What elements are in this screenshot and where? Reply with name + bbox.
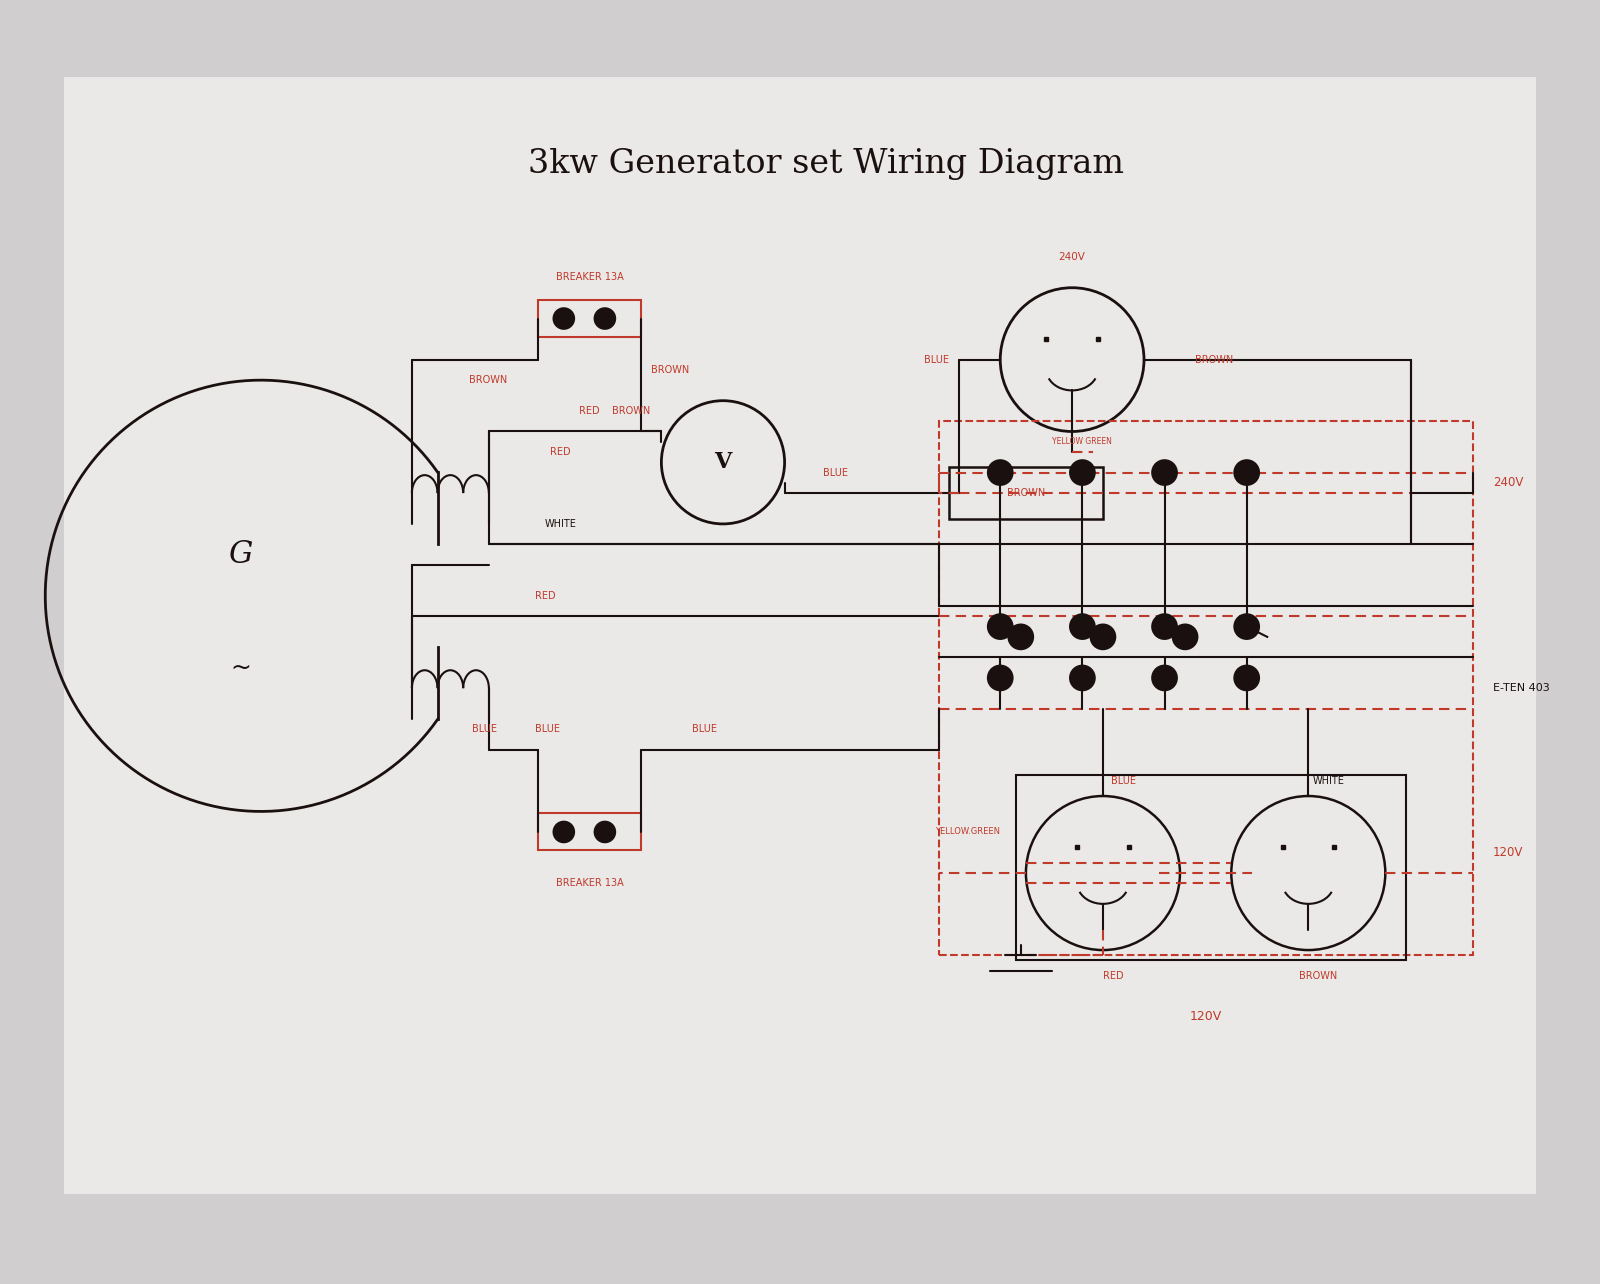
- Text: BREAKER 13A: BREAKER 13A: [555, 878, 624, 889]
- Text: BLUE: BLUE: [472, 724, 498, 734]
- Circle shape: [1234, 460, 1259, 485]
- Text: RED: RED: [534, 591, 555, 601]
- Text: BROWN: BROWN: [651, 365, 690, 375]
- Text: BLUE: BLUE: [1110, 776, 1136, 786]
- Text: BROWN: BROWN: [1195, 354, 1234, 365]
- Text: WHITE: WHITE: [1314, 776, 1344, 786]
- Text: 120V: 120V: [1189, 1011, 1222, 1023]
- Circle shape: [987, 614, 1013, 639]
- Text: WHITE: WHITE: [546, 519, 576, 529]
- Text: BROWN: BROWN: [469, 375, 507, 385]
- Circle shape: [1070, 665, 1094, 691]
- Circle shape: [1234, 614, 1259, 639]
- Text: E-TEN 403: E-TEN 403: [1493, 683, 1550, 693]
- Circle shape: [1008, 624, 1034, 650]
- Circle shape: [1070, 614, 1094, 639]
- Circle shape: [595, 822, 614, 842]
- Text: BLUE: BLUE: [824, 467, 848, 478]
- Text: YELLOW.GREEN: YELLOW.GREEN: [936, 827, 1000, 836]
- Circle shape: [1173, 624, 1197, 650]
- Text: ~: ~: [230, 656, 251, 679]
- Circle shape: [1152, 665, 1178, 691]
- Circle shape: [554, 822, 574, 842]
- Text: RED: RED: [579, 406, 600, 416]
- Text: BLUE: BLUE: [923, 354, 949, 365]
- Text: BROWN: BROWN: [613, 406, 650, 416]
- Circle shape: [987, 460, 1013, 485]
- Text: 120V: 120V: [1493, 846, 1523, 859]
- Circle shape: [987, 665, 1013, 691]
- Bar: [538, 814, 642, 850]
- Text: V: V: [714, 451, 731, 474]
- Bar: [538, 300, 642, 336]
- Text: BROWN: BROWN: [1006, 488, 1045, 498]
- Text: BLUE: BLUE: [534, 724, 560, 734]
- Text: BLUE: BLUE: [693, 724, 717, 734]
- Circle shape: [1152, 460, 1178, 485]
- Circle shape: [554, 308, 574, 329]
- Bar: [1016, 776, 1406, 960]
- Text: YELLOW GREEN: YELLOW GREEN: [1053, 438, 1112, 447]
- Text: RED: RED: [1102, 971, 1123, 981]
- Circle shape: [595, 308, 614, 329]
- Text: G: G: [229, 539, 253, 570]
- Text: BROWN: BROWN: [1299, 971, 1338, 981]
- Text: 240V: 240V: [1493, 476, 1523, 489]
- Text: 3kw Generator set Wiring Diagram: 3kw Generator set Wiring Diagram: [528, 149, 1123, 181]
- Bar: [949, 467, 1102, 519]
- Text: RED: RED: [550, 447, 571, 457]
- Text: BREAKER 13A: BREAKER 13A: [555, 272, 624, 282]
- Circle shape: [1152, 614, 1178, 639]
- Circle shape: [1091, 624, 1115, 650]
- Bar: [939, 421, 1472, 955]
- Circle shape: [1234, 665, 1259, 691]
- Text: 240V: 240V: [1059, 252, 1085, 262]
- Circle shape: [1070, 460, 1094, 485]
